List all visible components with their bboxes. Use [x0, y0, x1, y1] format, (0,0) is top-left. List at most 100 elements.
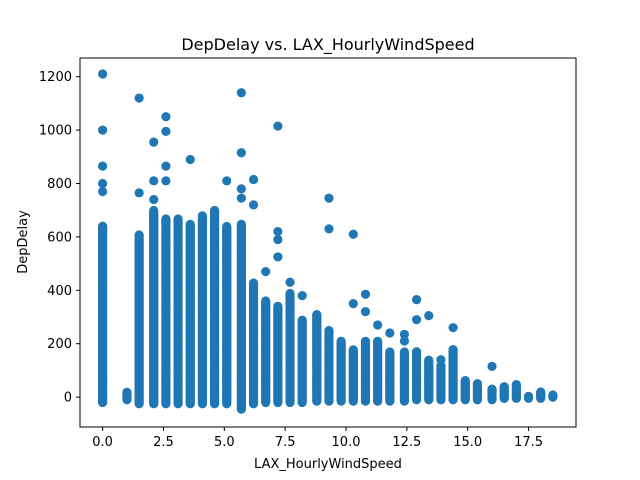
data-point — [122, 387, 132, 397]
x-axis-label: LAX_HourlyWindSpeed — [254, 457, 402, 472]
y-tick-label: 400 — [47, 284, 72, 299]
data-point-outlier — [360, 307, 371, 317]
data-point-outlier — [273, 234, 283, 245]
data-point — [248, 278, 259, 288]
data-point-outlier — [360, 289, 371, 299]
data-point — [297, 315, 307, 325]
data-point-outlier — [98, 125, 108, 135]
data-point-outlier — [161, 176, 171, 186]
data-point-outlier — [411, 295, 422, 305]
data-point — [324, 326, 334, 336]
chart-title: DepDelay vs. LAX_HourlyWindSpeed — [181, 35, 474, 55]
data-point — [411, 347, 422, 357]
data-point — [149, 205, 159, 216]
data-point-outlier — [236, 148, 246, 158]
data-point-outlier — [373, 320, 383, 330]
data-point-outlier — [487, 361, 497, 371]
scatter-points — [98, 69, 558, 414]
y-axis: 0 200 400 600 800 1000 1200 — [39, 70, 80, 406]
data-point — [472, 379, 483, 389]
data-point — [312, 309, 322, 320]
data-point-outlier — [411, 315, 422, 325]
y-tick-label: 0 — [64, 391, 72, 406]
data-point — [236, 219, 246, 229]
data-point-outlier — [236, 193, 246, 203]
data-point-outlier — [261, 267, 271, 277]
y-tick-label: 800 — [47, 177, 72, 192]
x-tick-label: 17.5 — [514, 435, 543, 450]
x-axis: 0.0 2.5 5.0 7.5 10.0 12.5 15.0 17.5 — [92, 427, 543, 450]
data-point-outlier — [222, 176, 232, 186]
data-point-outlier — [236, 184, 246, 194]
x-tick-label: 12.5 — [392, 435, 421, 450]
data-point-outlier — [98, 178, 108, 189]
data-point — [348, 345, 358, 355]
data-point — [98, 221, 108, 231]
data-point — [161, 214, 171, 224]
data-point-outlier — [436, 355, 446, 365]
data-point — [548, 390, 558, 400]
data-point — [261, 296, 271, 306]
data-point — [285, 288, 295, 299]
y-axis-label: DepDelay — [16, 210, 31, 274]
data-point-outlier — [348, 229, 358, 239]
data-point-outlier — [134, 188, 144, 198]
data-point-outlier — [448, 323, 458, 333]
data-point — [373, 336, 383, 346]
data-point-outlier — [273, 121, 283, 131]
y-tick-label: 600 — [47, 230, 72, 245]
data-point — [511, 379, 521, 390]
data-point — [360, 336, 371, 346]
data-point-outlier — [324, 224, 334, 234]
data-point — [487, 384, 497, 394]
data-point-outlier — [98, 186, 108, 197]
data-point — [424, 355, 434, 365]
data-point-outlier — [236, 88, 246, 98]
data-point — [499, 382, 509, 392]
data-point-outlier — [297, 291, 307, 301]
data-point-outlier — [348, 299, 358, 309]
data-point — [399, 347, 410, 357]
data-point — [173, 214, 183, 224]
data-point — [336, 336, 346, 346]
data-point-outlier — [385, 328, 395, 338]
data-point — [448, 344, 458, 355]
data-point-outlier — [149, 194, 159, 205]
data-point-outlier — [98, 69, 108, 79]
data-point — [134, 230, 144, 240]
data-point-outlier — [149, 176, 159, 186]
data-point — [523, 391, 534, 401]
data-point — [536, 387, 546, 397]
data-point-outlier — [185, 154, 195, 165]
x-tick-label: 10.0 — [332, 435, 361, 450]
plot-frame — [79, 57, 577, 428]
data-point — [185, 219, 195, 229]
data-point — [460, 375, 470, 386]
data-point — [222, 221, 232, 232]
data-point-outlier — [161, 112, 171, 122]
data-point-outlier — [248, 174, 259, 185]
y-tick-label: 1200 — [39, 70, 72, 85]
data-point-outlier — [273, 226, 283, 237]
x-tick-label: 15.0 — [453, 435, 482, 450]
data-point-outlier — [248, 200, 259, 210]
data-point-outlier — [161, 126, 171, 137]
y-tick-label: 200 — [47, 337, 72, 352]
data-point — [385, 347, 395, 357]
data-point-outlier — [399, 336, 410, 346]
x-tick-label: 0.0 — [92, 435, 113, 450]
data-point — [209, 205, 220, 216]
data-point-outlier — [98, 161, 108, 171]
y-tick-label: 1000 — [39, 124, 72, 139]
x-tick-label: 2.5 — [153, 435, 174, 450]
data-point-outlier — [399, 329, 410, 339]
data-point-outlier — [149, 137, 159, 147]
data-point-outlier — [273, 252, 283, 262]
data-point — [273, 301, 283, 311]
data-point-outlier — [324, 193, 334, 203]
data-point-outlier — [134, 93, 144, 103]
data-point-outlier — [161, 161, 171, 171]
data-point-outlier — [285, 277, 295, 287]
